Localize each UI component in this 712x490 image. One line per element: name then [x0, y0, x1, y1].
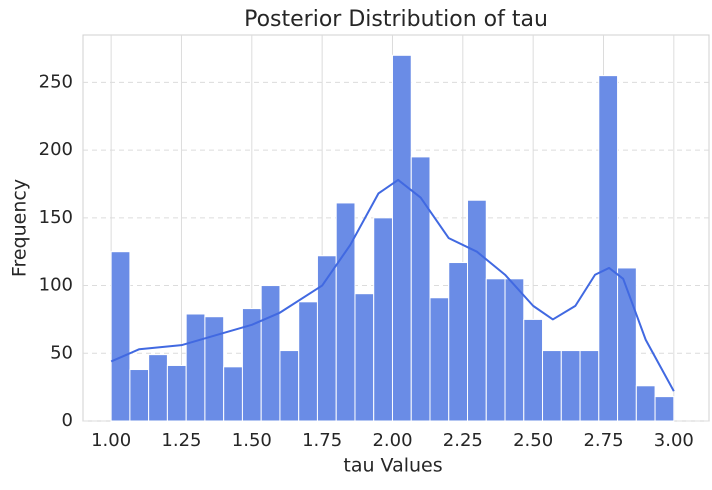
- y-tick-label: 100: [39, 275, 73, 296]
- y-axis-label: Frequency: [9, 179, 31, 277]
- bar: [260, 285, 281, 422]
- x-axis-label: tau Values: [343, 455, 442, 477]
- x-tick-label: 2.50: [513, 430, 553, 451]
- y-tick-label: 150: [39, 207, 73, 228]
- bar: [185, 313, 206, 422]
- kde-line: [110, 178, 675, 392]
- y-tick-label: 250: [39, 71, 73, 92]
- bar: [298, 301, 318, 422]
- bar: [166, 364, 187, 422]
- bar: [617, 267, 637, 422]
- bar: [110, 251, 131, 422]
- y-tick-label: 50: [50, 342, 73, 363]
- bar: [635, 385, 656, 422]
- bar: [598, 75, 619, 422]
- x-tick-label: 1.00: [91, 430, 131, 451]
- bar: [448, 262, 469, 422]
- bar: [391, 54, 412, 422]
- bar: [654, 396, 675, 422]
- bar: [429, 297, 450, 422]
- x-tick-label: 2.00: [372, 430, 412, 451]
- x-tick-label: 1.50: [232, 430, 272, 451]
- bar: [223, 366, 243, 422]
- x-tick-label: 2.25: [443, 430, 483, 451]
- x-tick-label: 1.25: [161, 430, 201, 451]
- x-tick-label: 2.75: [583, 430, 623, 451]
- chart-title: Posterior Distribution of tau: [244, 7, 548, 32]
- bar: [354, 293, 375, 422]
- y-tick-label: 200: [39, 139, 73, 160]
- y-tick-label: 0: [62, 410, 73, 431]
- x-tick-label: 1.75: [302, 430, 342, 451]
- bar: [579, 350, 600, 422]
- bar: [523, 318, 544, 422]
- bar: [560, 350, 581, 422]
- bar: [129, 369, 150, 422]
- bar: [485, 278, 506, 422]
- bar: [204, 316, 225, 422]
- bar: [410, 156, 431, 422]
- bar: [542, 350, 562, 422]
- bar: [467, 199, 487, 422]
- bar: [373, 217, 393, 422]
- bar: [279, 350, 300, 422]
- bar: [148, 354, 168, 422]
- bar: [335, 202, 356, 422]
- x-tick-label: 3.00: [654, 430, 694, 451]
- bar: [504, 278, 525, 422]
